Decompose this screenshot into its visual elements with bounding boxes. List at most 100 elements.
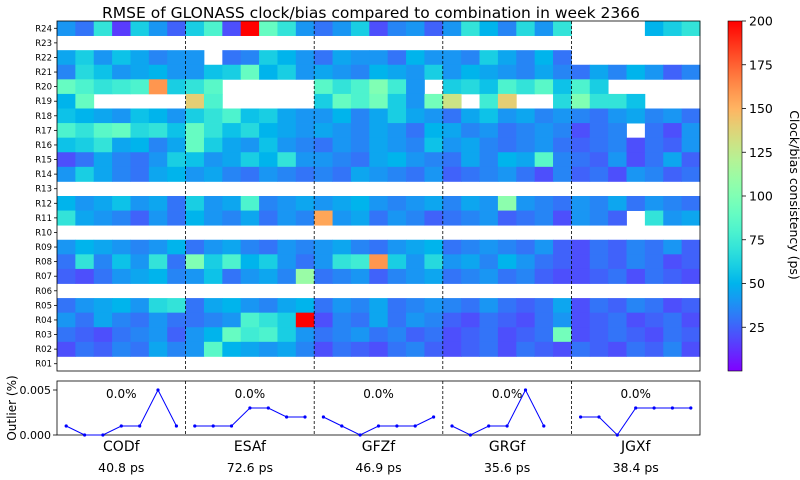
heatmap-cell	[442, 21, 462, 36]
heatmap-cell	[424, 137, 444, 153]
heatmap-cell	[332, 312, 352, 328]
heatmap-cell	[240, 123, 260, 139]
colorbar-tick-label: 175	[749, 57, 773, 72]
heatmap-cell	[571, 137, 591, 153]
heatmap-cell	[424, 123, 444, 139]
heatmap-plot: R24 R23 R22 R21 R20 R19 R18 R17 R16 R15 R14 R13 R12 R…	[35, 20, 701, 372]
heatmap-cell	[406, 79, 425, 95]
heatmap-cell	[167, 268, 186, 284]
heatmap-cell	[571, 152, 591, 168]
heatmap-cell	[130, 64, 150, 80]
heatmap-cell	[406, 341, 425, 357]
heatmap-cell	[75, 21, 95, 36]
row-label: R14	[35, 170, 52, 180]
heatmap-cell	[461, 298, 480, 314]
heatmap-cell	[461, 50, 480, 66]
heatmap-cell	[516, 312, 536, 328]
outlier-point	[395, 424, 399, 428]
heatmap-cell	[369, 341, 389, 357]
outlier-ylabel: Outlier (%)	[5, 375, 19, 440]
heatmap-cell	[185, 108, 205, 124]
heatmap-cell	[130, 327, 150, 343]
heatmap-cell	[571, 210, 591, 226]
heatmap-cell	[589, 108, 609, 124]
heatmap-cell	[203, 137, 223, 153]
heatmap-cell	[350, 123, 370, 139]
heatmap-cell	[608, 210, 627, 226]
outlier-point	[652, 406, 656, 410]
outlier-point	[542, 424, 546, 428]
heatmap-cell	[295, 64, 315, 80]
heatmap-cell	[608, 239, 627, 255]
heatmap-cell	[534, 152, 554, 168]
heatmap-cell	[222, 166, 242, 182]
heatmap-cell	[644, 166, 664, 182]
outlier-ytick-label: 0.005	[20, 384, 52, 397]
heatmap-cell	[424, 64, 444, 80]
heatmap-cell	[442, 239, 462, 255]
row-label: R20	[35, 83, 52, 93]
heatmap-cell	[130, 123, 150, 139]
heatmap-cell	[553, 210, 572, 226]
heatmap-cell	[75, 196, 95, 211]
group-name-label: ESAf	[234, 439, 267, 455]
outlier-point	[505, 424, 509, 428]
colorbar-tick-label: 150	[749, 101, 773, 116]
heatmap-cell	[516, 239, 536, 255]
heatmap-cell	[608, 64, 627, 80]
outlier-line-ESAf	[194, 407, 305, 427]
heatmap-cell	[93, 64, 113, 80]
heatmap-cell	[57, 93, 76, 109]
heatmap-cell	[75, 50, 95, 66]
heatmap-cell	[387, 254, 407, 270]
heatmap-cell	[387, 239, 407, 255]
heatmap-cell	[295, 298, 315, 314]
heatmap-cell	[222, 341, 242, 357]
heatmap-cell	[461, 79, 480, 95]
heatmap-cell	[608, 137, 627, 153]
heatmap-cell	[534, 210, 554, 226]
heatmap-frame	[56, 20, 701, 372]
heatmap-cell	[461, 341, 480, 357]
heatmap-cell	[644, 64, 664, 80]
heatmap-cell	[130, 341, 150, 357]
heatmap-cell	[112, 123, 131, 139]
heatmap-cell	[553, 123, 572, 139]
heatmap-cell	[259, 123, 278, 139]
heatmap-cell	[148, 268, 168, 284]
heatmap-cell	[75, 298, 95, 314]
heatmap-cell	[461, 254, 480, 270]
group-name-label: JGXf	[620, 439, 652, 455]
heatmap-cell	[387, 298, 407, 314]
heatmap-cell	[681, 210, 701, 226]
heatmap-cell	[240, 239, 260, 255]
heatmap-cell	[350, 210, 370, 226]
outlier-point	[487, 424, 491, 428]
heatmap-cell	[663, 21, 683, 36]
heatmap-cell	[314, 64, 333, 80]
heatmap-cell	[93, 79, 113, 95]
heatmap-cell	[277, 196, 297, 211]
heatmap-cell	[277, 254, 297, 270]
heatmap-cell	[571, 93, 591, 109]
heatmap-cell	[240, 312, 260, 328]
heatmap-cell	[553, 166, 572, 182]
heatmap-cell	[148, 79, 168, 95]
heatmap-cell	[534, 50, 554, 66]
heatmap-cell	[681, 21, 701, 36]
heatmap-cell	[534, 268, 554, 284]
heatmap-cell	[626, 298, 646, 314]
heatmap-cell	[369, 166, 389, 182]
group-rms-label: 46.9 ps	[355, 460, 401, 475]
heatmap-cell	[75, 312, 95, 328]
outlier-percent-label: 0.0%	[106, 387, 137, 401]
row-label: R12	[35, 199, 52, 209]
heatmap-cell	[571, 312, 591, 328]
heatmap-cell	[130, 166, 150, 182]
heatmap-cell	[148, 341, 168, 357]
heatmap-cell	[57, 327, 76, 343]
heatmap-cell	[295, 21, 315, 36]
heatmap-cell	[442, 312, 462, 328]
group-rms-label: 40.8 ps	[98, 460, 144, 475]
heatmap-cell	[57, 123, 76, 139]
